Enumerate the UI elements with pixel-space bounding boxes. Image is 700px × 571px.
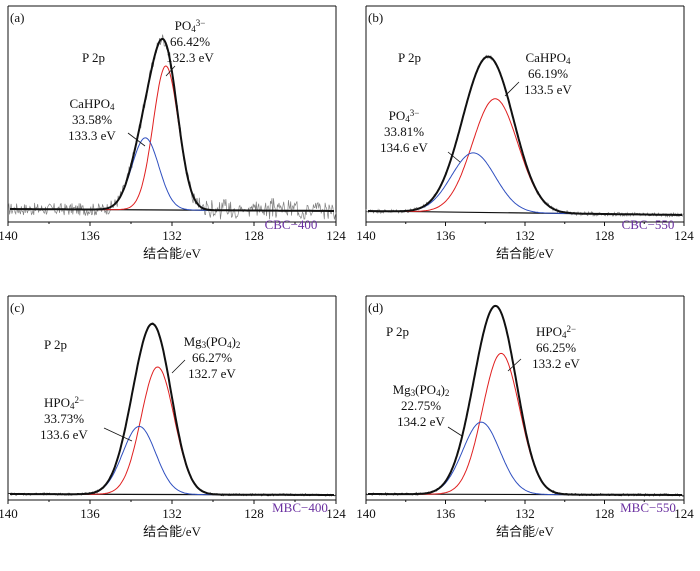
panel-d: 140 136 132 128 124 结合能/eV (d)P 2p HPO42−66.25%… [356,295,694,539]
component-percent: 66.25% [536,340,576,355]
component-binding-energy: 133.2 eV [532,356,580,371]
leader-line [447,151,461,163]
x-axis-label: 结合能/eV [496,524,554,539]
x-axis-label: 结合能/eV [496,246,554,261]
component-name: PO43− [389,108,420,124]
sample-label: MBC−400 [272,500,328,515]
sample-label: MBC−550 [620,500,676,515]
orbital-label: P 2p [82,50,105,65]
envelope-fit [10,322,334,496]
sample-label: CBC−550 [622,217,675,232]
component-percent: 22.75% [401,398,441,413]
leader-line [507,358,522,372]
x-axis-label: 结合能/eV [143,246,201,261]
component-binding-energy: 132.3 eV [166,50,214,65]
leader-line [447,426,463,437]
component-binding-energy: 133.5 eV [524,82,572,97]
leader-line [504,81,520,97]
component-name: CaHPO4 [526,50,571,66]
sample-label: CBC−400 [265,217,318,232]
x-tick-label: 132 [515,228,535,243]
leader-line [103,427,133,442]
x-tick-label: 132 [515,506,535,521]
component-percent: 66.27% [192,350,232,365]
component-name: Mg3(PO4)2 [184,334,241,350]
component-peak-blue [10,137,334,212]
orbital-label: P 2p [398,50,421,65]
x-tick-label: 136 [80,228,100,243]
x-tick-label: 132 [162,506,182,521]
x-tick-label: 124 [326,506,346,521]
component-percent: 33.58% [72,112,112,127]
x-tick-label: 140 [356,228,376,243]
component-binding-energy: 134.2 eV [397,414,445,429]
panel-label: (b) [368,10,383,25]
x-tick-label: 140 [356,506,376,521]
component-peak-red [10,65,334,212]
x-tick-label: 128 [595,228,615,243]
x-tick-label: 140 [0,506,18,521]
component-name: Mg3(PO4)2 [393,382,450,398]
leader-line [165,65,176,77]
component-percent: 66.42% [170,34,210,49]
leader-line [127,132,146,147]
component-percent: 33.81% [384,124,424,139]
component-percent: 33.73% [44,411,84,426]
x-tick-label: 132 [162,228,182,243]
x-tick-label: 124 [326,228,346,243]
component-binding-energy: 133.3 eV [68,128,116,143]
component-name: HPO42− [536,324,576,340]
leader-line [171,359,186,374]
panel-label: (c) [10,300,24,315]
component-name: CaHPO4 [70,96,115,112]
component-binding-energy: 133.6 eV [40,427,88,442]
orbital-label: P 2p [44,337,67,352]
panel-c: 140 136 132 128 124 结合能/eV (c) P 2p Mg3(PO4)266.… [0,295,346,539]
component-percent: 66.19% [528,66,568,81]
x-tick-label: 140 [0,228,18,243]
orbital-label: P 2p [386,324,409,339]
panel-label: (d) [368,300,383,315]
envelope-fit [368,304,682,496]
x-tick-label: 128 [244,228,264,243]
x-tick-label: 124 [674,506,694,521]
x-tick-label: 128 [244,506,264,521]
x-axis-label: 结合能/eV [143,524,201,539]
envelope-fit [368,55,682,216]
x-tick-label: 124 [674,228,694,243]
x-tick-label: 136 [436,506,456,521]
component-name: PO43− [175,18,206,34]
panel-b: 140 136 132 128 124 结合能/eV (b) P 2p CaHPO466.19%… [356,5,694,261]
panel-label: (a) [10,10,24,25]
x-tick-label: 136 [436,228,456,243]
x-tick-label: 128 [595,506,615,521]
envelope-fit [10,37,334,212]
component-name: HPO42− [44,395,84,411]
component-binding-energy: 134.6 eV [380,140,428,155]
component-binding-energy: 132.7 eV [188,366,236,381]
x-tick-label: 136 [80,506,100,521]
